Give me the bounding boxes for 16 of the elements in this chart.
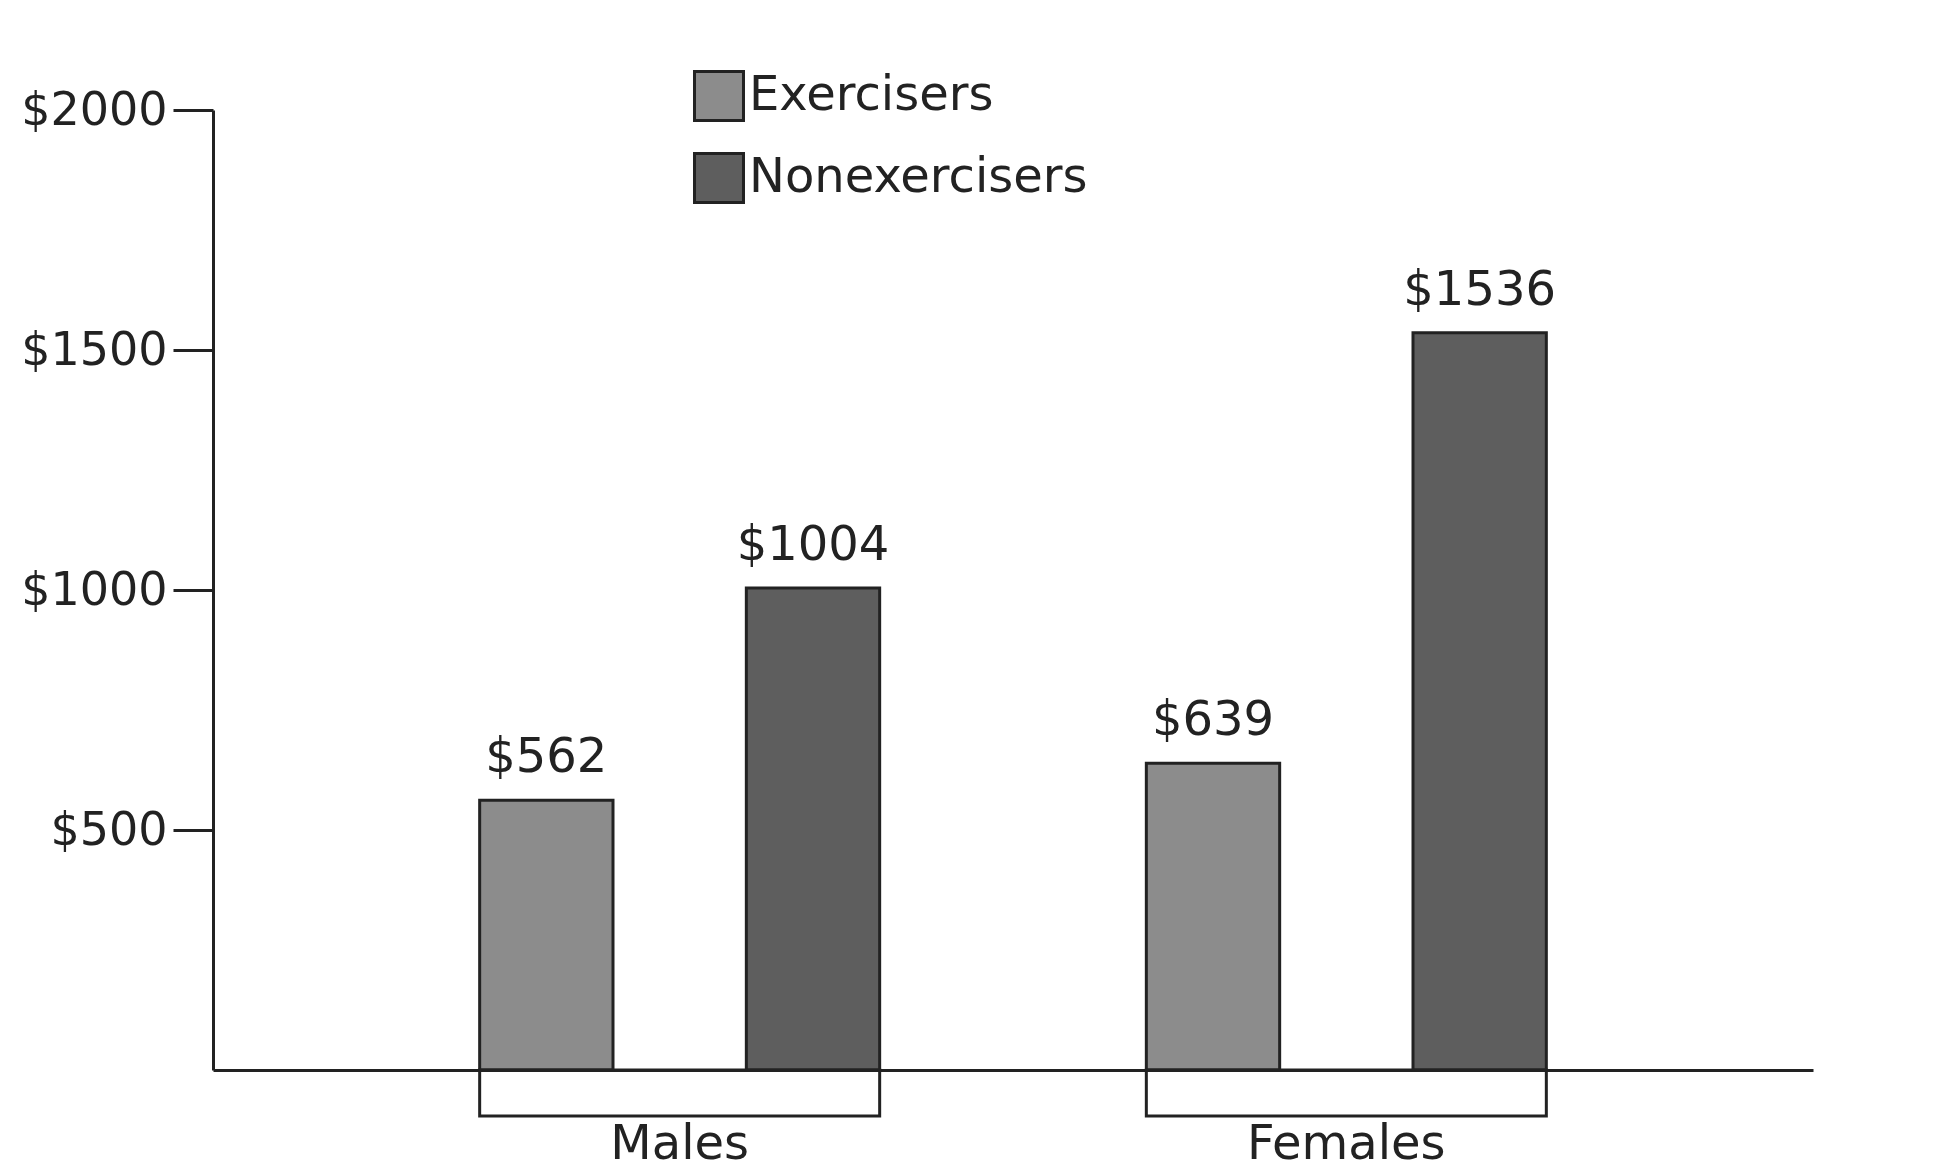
bar [1144,761,1282,1072]
legend-label: Nonexercisers [749,147,1088,203]
y-tick-label: $1000 [21,561,168,616]
y-tick-label: $1500 [21,321,168,376]
data-label: $1004 [736,515,890,572]
data-label: $562 [485,727,608,784]
y-tick-label: $500 [50,801,168,856]
bar [478,798,615,1072]
x-tick-label: Males [610,1113,750,1161]
data-label: $639 [1151,690,1275,747]
data-label: $1536 [1403,259,1557,316]
bar [1411,331,1548,1072]
bar [744,586,882,1072]
y-tick-label: $2000 [21,81,168,136]
legend-label: Exercisers [749,65,994,121]
x-tick-label: Females [1247,1113,1446,1161]
